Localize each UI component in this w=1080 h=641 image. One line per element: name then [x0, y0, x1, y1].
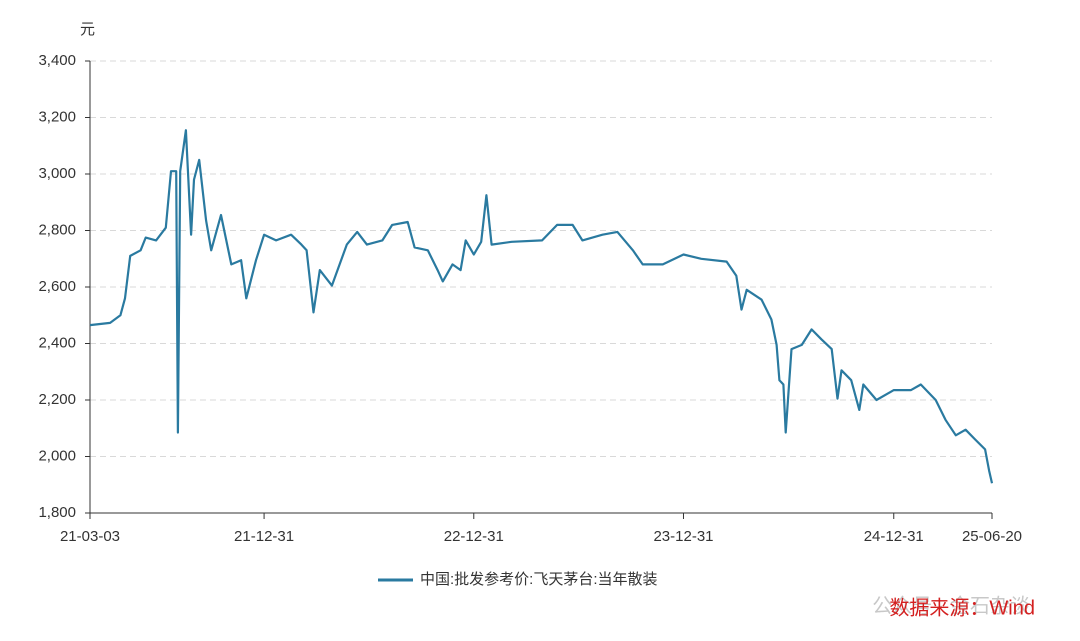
y-tick-label: 3,400: [38, 52, 76, 69]
x-tick-label: 25-06-20: [962, 528, 1022, 545]
y-tick-label: 2,600: [38, 278, 76, 295]
legend-label: 中国:批发参考价:飞天茅台:当年散装: [420, 571, 658, 588]
x-tick-label: 21-03-03: [60, 528, 120, 545]
y-tick-label: 2,800: [38, 221, 76, 238]
data-line: [89, 129, 994, 484]
y-tick-label: 2,000: [38, 447, 76, 464]
y-tick-label: 2,400: [38, 334, 76, 351]
x-tick-label: 24-12-31: [864, 528, 924, 545]
y-unit: 元: [80, 21, 95, 38]
y-tick-label: 3,200: [38, 108, 76, 125]
x-tick-label: 23-12-31: [653, 528, 713, 545]
x-tick-label: 21-12-31: [234, 528, 294, 545]
y-tick-label: 2,200: [38, 391, 76, 408]
y-tick-label: 1,800: [38, 504, 76, 521]
x-tick-label: 22-12-31: [444, 528, 504, 545]
source-note: 数据来源：Wind: [889, 596, 1035, 619]
y-tick-label: 3,000: [38, 165, 76, 182]
watermark: 公众号 · 金石杂谈: [872, 594, 1030, 617]
